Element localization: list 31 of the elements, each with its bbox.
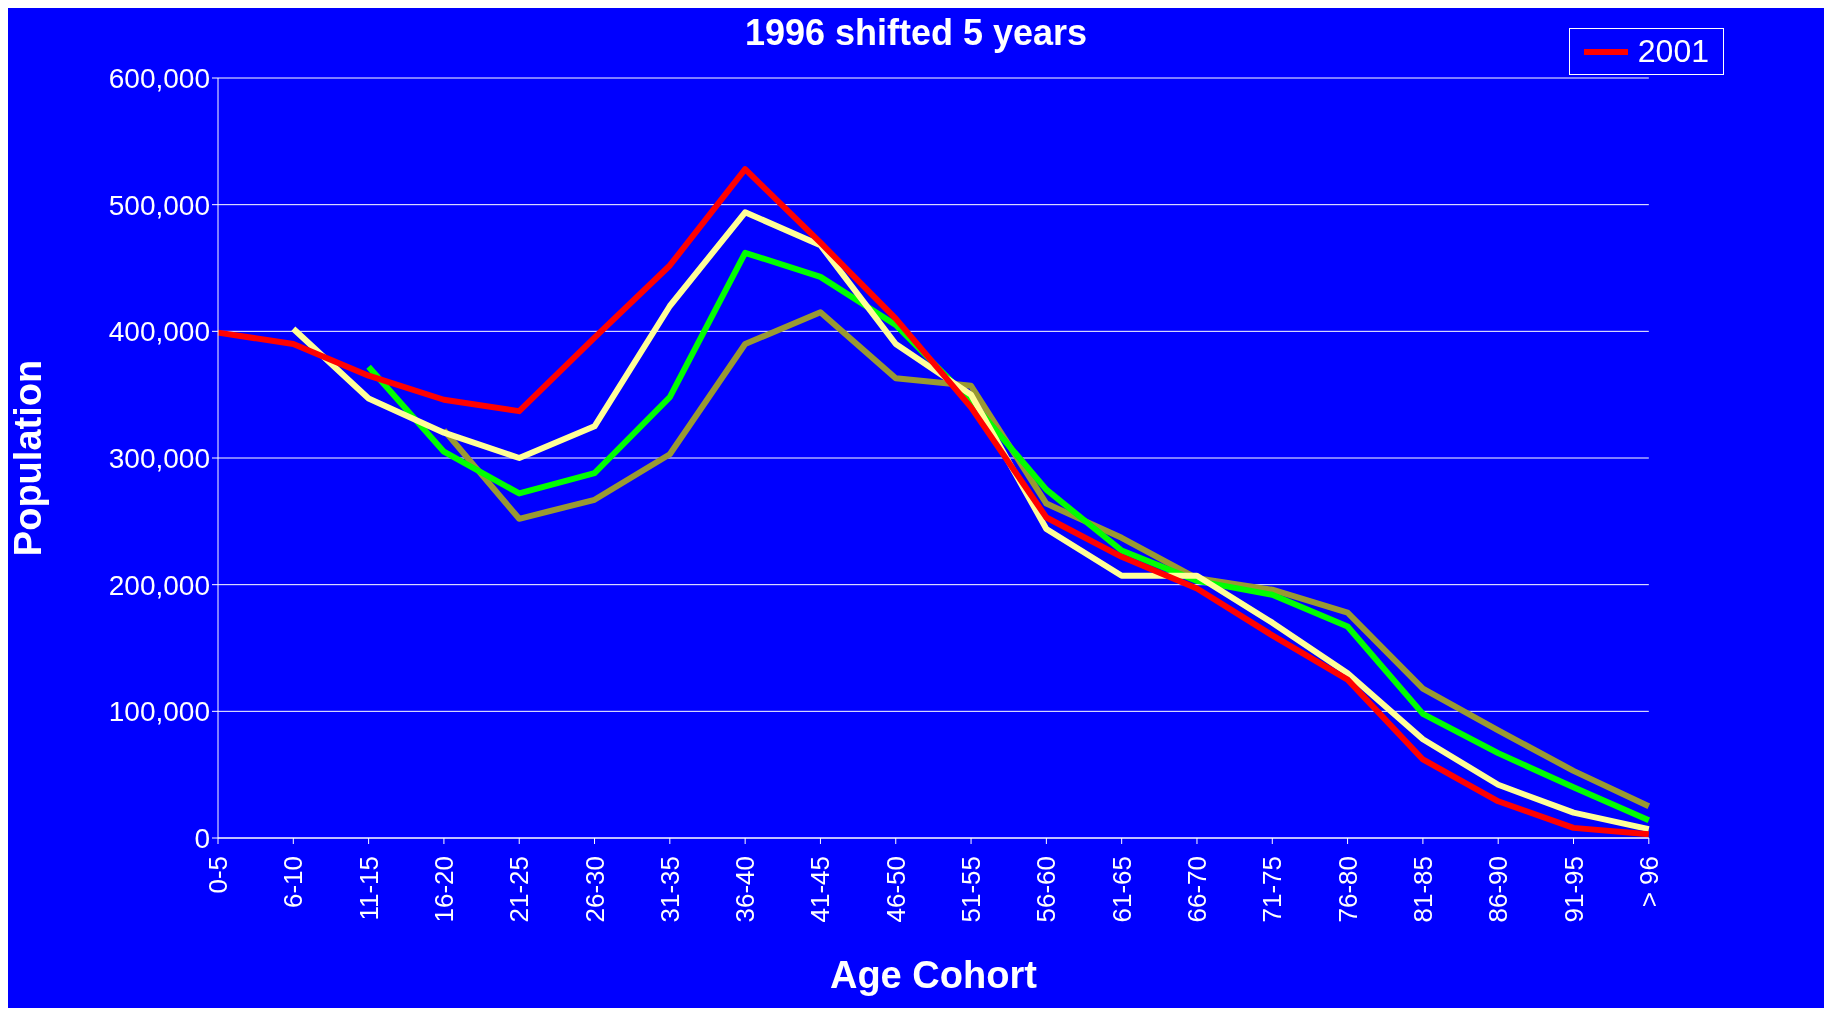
x-tick-label: 6-10 (278, 856, 309, 909)
x-tick-label: 0-5 (203, 856, 233, 894)
x-tick-label: 76-80 (1332, 856, 1363, 923)
x-tick-label: 46-50 (880, 856, 911, 923)
y-axis-title: Population (7, 359, 50, 557)
x-axis-title: Age Cohort (829, 954, 1038, 996)
y-tick-label: 600,000 (108, 62, 210, 94)
y-tick-label: 400,000 (108, 316, 210, 348)
x-tick-label: 41-45 (805, 856, 836, 923)
chart-title: 1996 shifted 5 years (744, 12, 1088, 53)
x-tick-label: 31-35 (654, 856, 685, 923)
legend-label: 2001 (1637, 33, 1709, 70)
x-tick-label: 61-65 (1106, 856, 1137, 923)
x-tick-label: 86-90 (1483, 856, 1514, 923)
x-tick-label: 91-95 (1558, 856, 1589, 923)
y-tick-label: 100,000 (108, 696, 210, 728)
y-tick-label: 0 (194, 822, 210, 854)
x-tick-label: 36-40 (730, 856, 761, 923)
y-tick-label: 300,000 (108, 442, 210, 474)
x-tick-label: > 96 (1633, 856, 1664, 908)
x-tick-label: 21-25 (504, 856, 535, 923)
x-tick-label: 11-15 (353, 856, 384, 921)
y-tick-label: 500,000 (108, 189, 210, 221)
x-tick-label: 71-75 (1257, 856, 1288, 923)
x-tick-label: 16-20 (428, 856, 459, 923)
y-tick-label: 200,000 (108, 569, 210, 601)
x-tick-label: 51-55 (956, 856, 987, 923)
x-tick-label: 26-30 (579, 856, 610, 923)
x-tick-label: 56-60 (1031, 856, 1062, 923)
x-tick-label: 66-70 (1181, 856, 1212, 923)
x-tick-label: 81-85 (1407, 856, 1438, 923)
